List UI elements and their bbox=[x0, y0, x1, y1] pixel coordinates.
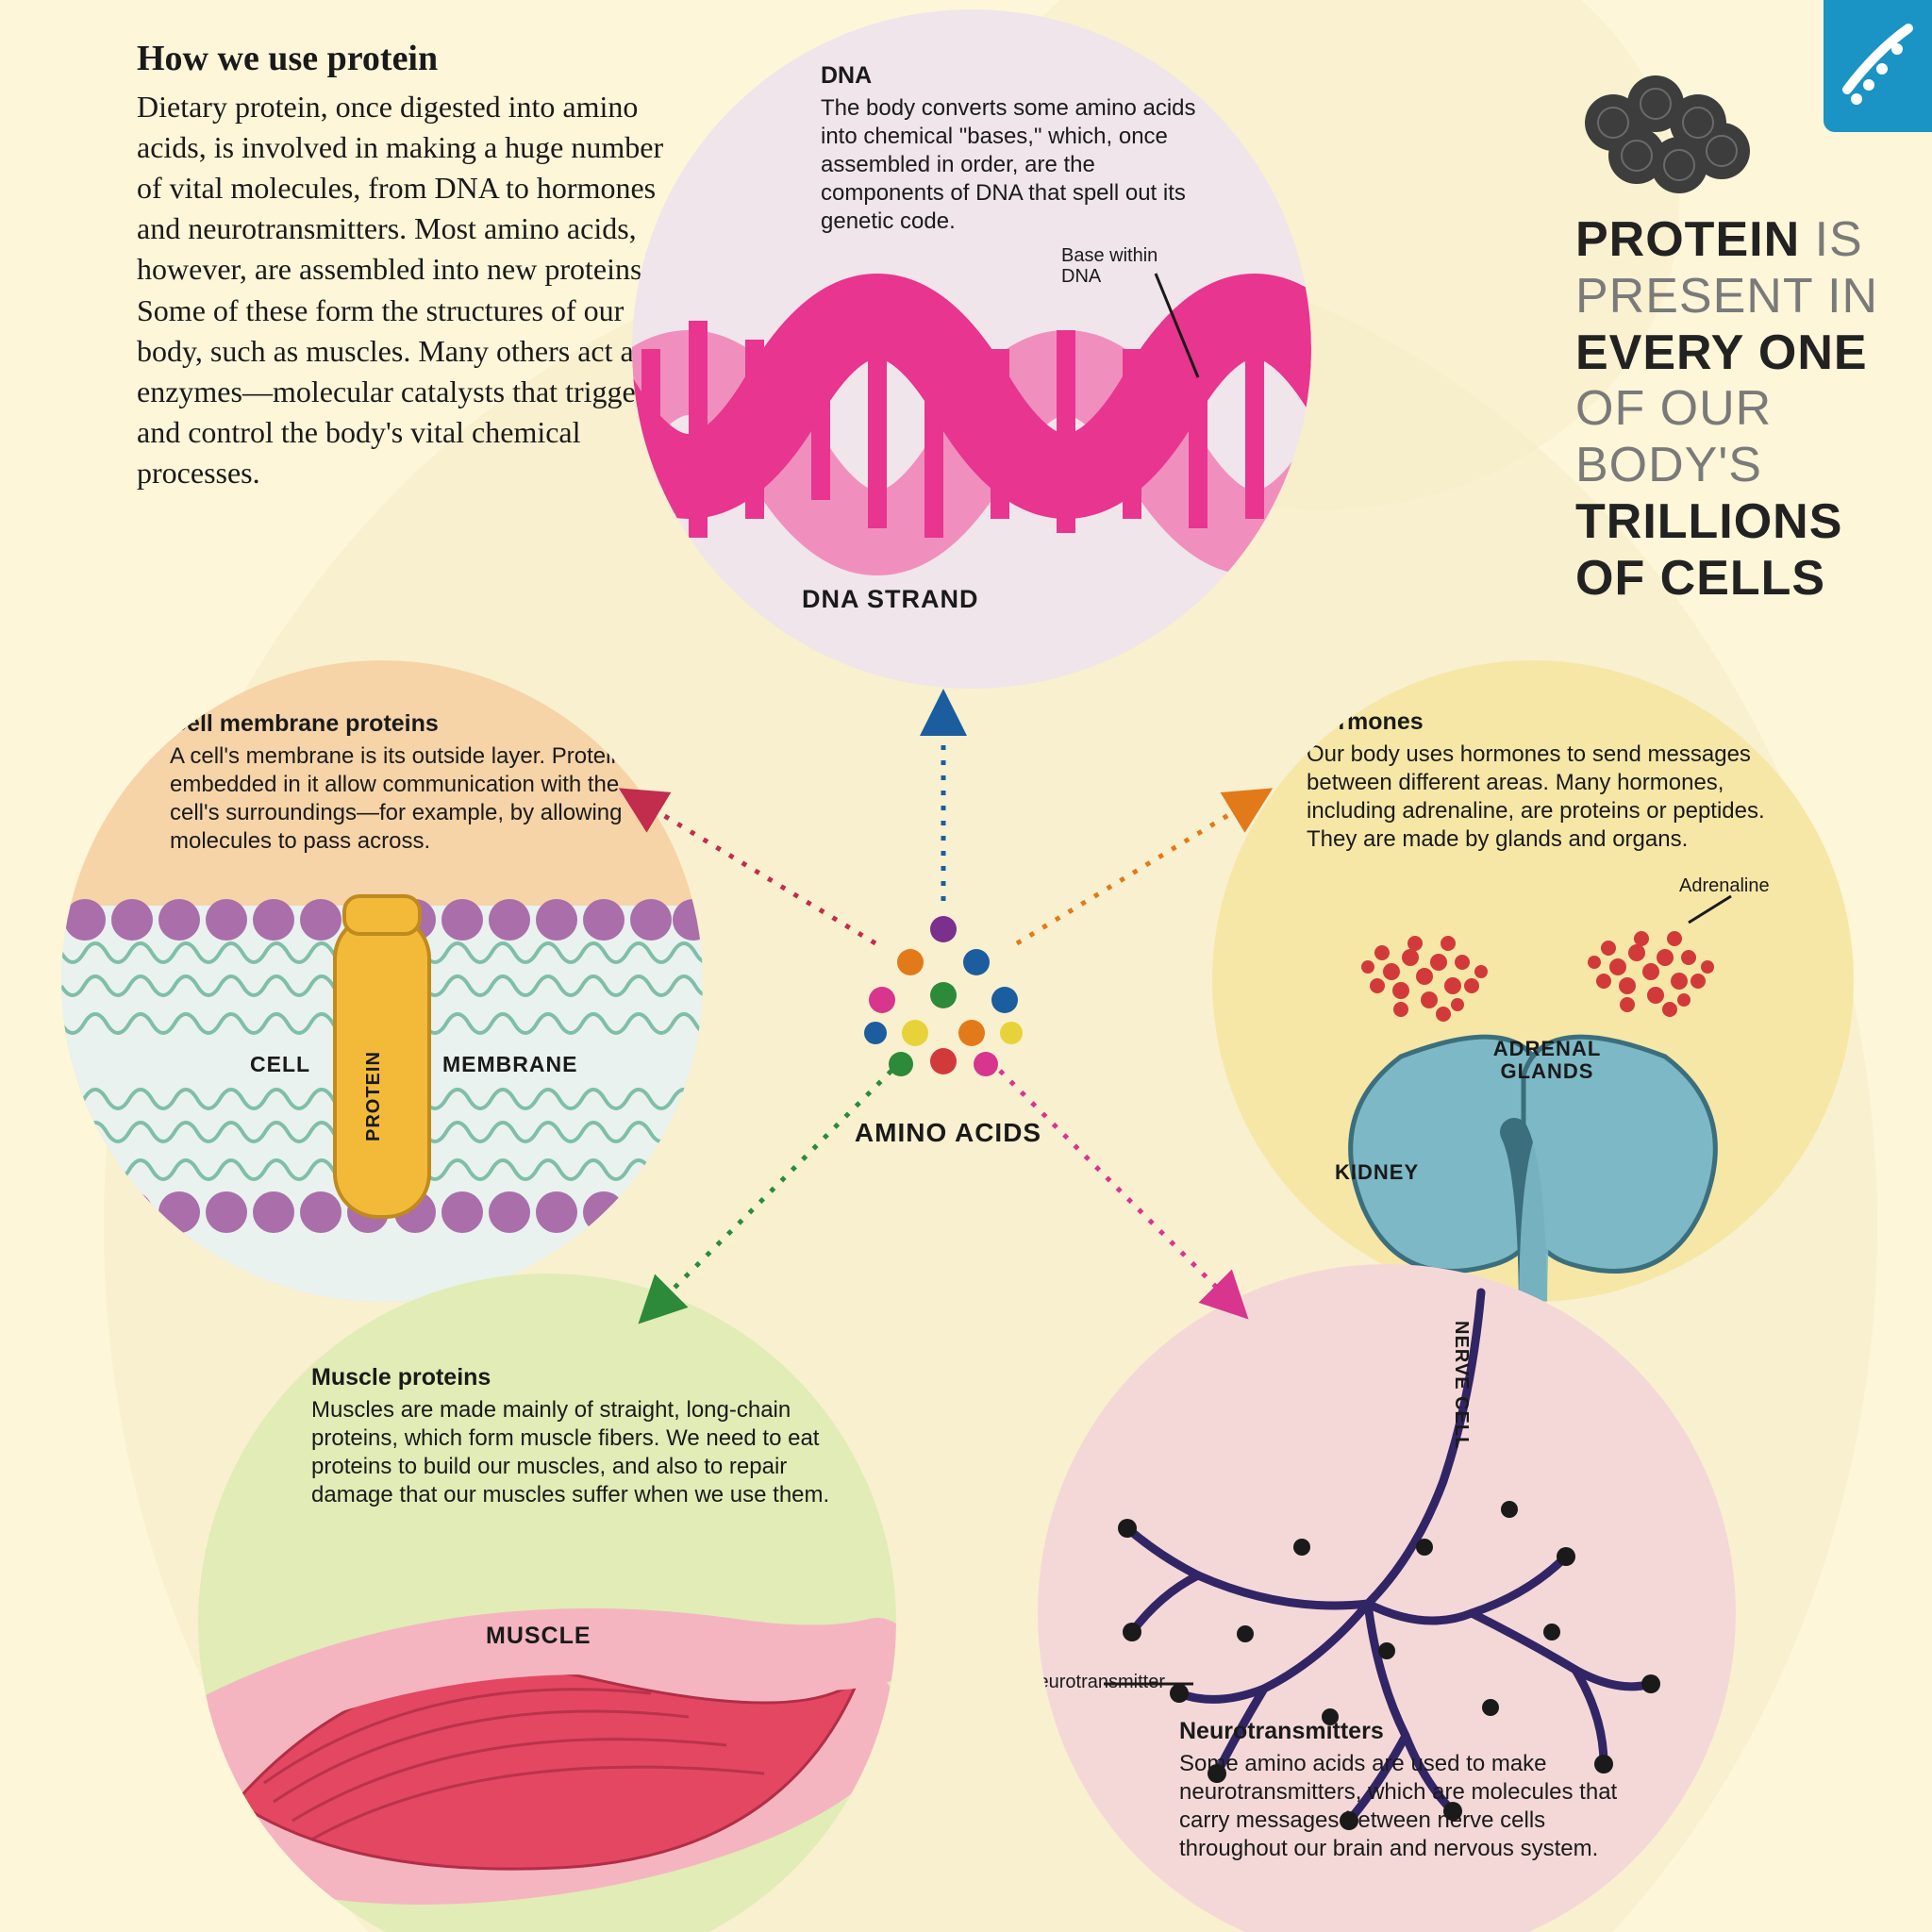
neuro-text: Neurotransmitters Some amino acids are u… bbox=[1179, 1717, 1651, 1863]
kidney-label: KIDNEY bbox=[1335, 1160, 1419, 1185]
fact-line-4: OF OUR BODY'S bbox=[1575, 381, 1924, 494]
center-label: AMINO ACIDS bbox=[849, 1118, 1047, 1148]
dna-body: The body converts some amino acids into … bbox=[821, 95, 1196, 234]
hormones-body: Our body uses hormones to send messages … bbox=[1307, 741, 1765, 852]
bubble-hormones: Hormones Our body uses hormones to send … bbox=[1212, 660, 1854, 1302]
adrenaline-label: Adrenaline bbox=[1679, 875, 1770, 897]
neuro-title: Neurotransmitters bbox=[1179, 1717, 1651, 1746]
bubble-cell-membrane: Cell membrane proteins A cell's membrane… bbox=[61, 660, 703, 1302]
muscle-label: MUSCLE bbox=[486, 1623, 591, 1650]
hormones-text: Hormones Our body uses hormones to send … bbox=[1307, 708, 1807, 854]
muscle-text: Muscle proteins Muscles are made mainly … bbox=[311, 1363, 840, 1509]
dna-caption: DNA STRAND bbox=[802, 585, 979, 614]
cell-label-protein: PROTEIN bbox=[363, 1051, 385, 1141]
cell-body: A cell's membrane is its outside layer. … bbox=[170, 743, 635, 854]
bubble-muscle: Muscle proteins Muscles are made mainly … bbox=[198, 1274, 896, 1932]
fact-line-1: PROTEIN IS bbox=[1575, 212, 1924, 269]
cell-label-membrane: MEMBRANE bbox=[442, 1052, 577, 1077]
dna-text: DNA The body converts some amino acids i… bbox=[821, 61, 1217, 236]
nerve-cell-label: NERVE CELL bbox=[1451, 1321, 1472, 1453]
cell-label-cell: CELL bbox=[250, 1052, 310, 1077]
infographic-canvas: How we use protein Dietary protein, once… bbox=[0, 0, 1932, 1932]
fact-line-2: PRESENT IN bbox=[1575, 269, 1924, 325]
cell-text: Cell membrane proteins A cell's membrane… bbox=[170, 709, 641, 856]
muscle-title: Muscle proteins bbox=[311, 1363, 840, 1392]
muscle-body: Muscles are made mainly of straight, lon… bbox=[311, 1397, 829, 1507]
neuro-body: Some amino acids are used to make neurot… bbox=[1179, 1751, 1617, 1861]
fact-line-3: EVERY ONE bbox=[1575, 325, 1924, 382]
neurotransmitter-label: Neurotransmitter bbox=[1038, 1672, 1165, 1693]
dna-base-label: Base within DNA bbox=[1061, 245, 1203, 287]
adrenal-label: ADRENAL GLANDS bbox=[1476, 1038, 1618, 1083]
cell-title: Cell membrane proteins bbox=[170, 709, 641, 739]
fact-line-5: TRILLIONS bbox=[1575, 494, 1924, 551]
hormones-title: Hormones bbox=[1307, 708, 1807, 737]
side-fact: PROTEIN IS PRESENT IN EVERY ONE OF OUR B… bbox=[1575, 212, 1924, 608]
bubble-dna: DNA The body converts some amino acids i… bbox=[632, 9, 1311, 689]
bubble-neuro: NERVE CELL Neurotransmitter Neurotransmi… bbox=[1038, 1264, 1736, 1932]
fact-line-6: OF CELLS bbox=[1575, 551, 1924, 608]
dna-title: DNA bbox=[821, 61, 1217, 91]
